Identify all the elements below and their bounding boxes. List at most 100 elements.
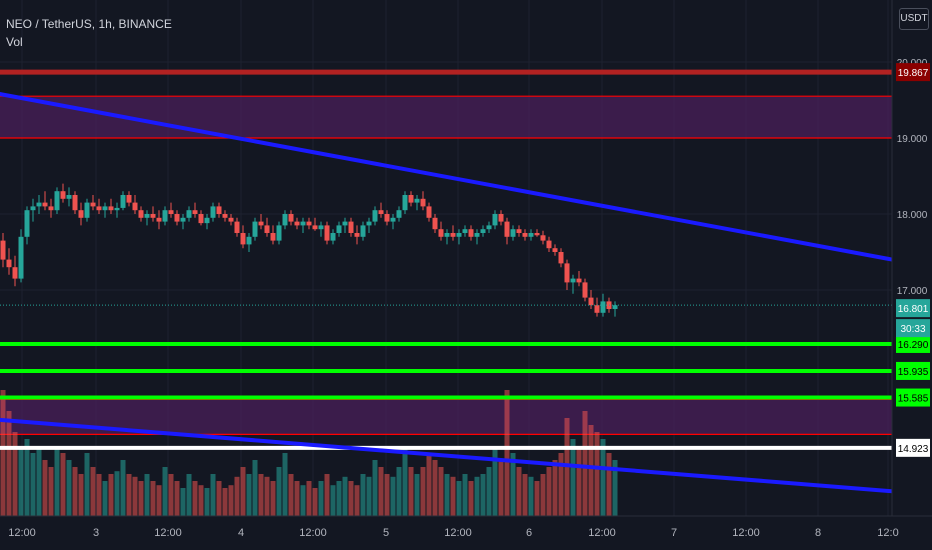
candle-body [600,301,606,313]
candle-body [576,278,582,283]
volume-bar [330,485,336,516]
candle-body [510,229,516,237]
x-tick-label: 5 [383,527,389,539]
volume-bar [420,467,426,516]
candle-body [228,217,234,222]
volume-bar [426,453,432,516]
candle-body [516,229,522,233]
volume-bar [348,481,354,516]
price-axis-background [892,0,932,516]
volume-bar [132,476,138,516]
volume-bar [252,460,258,516]
currency-button[interactable]: USDT [899,8,929,30]
volume-bar [198,485,204,516]
candle-body [18,236,24,279]
volume-bar [438,467,444,516]
candle-body [162,210,168,222]
volume-bar [222,488,228,516]
volume-bar [378,467,384,516]
volume-bar [30,453,36,516]
candle-body [564,263,570,283]
volume-bar [324,474,330,516]
volume-indicator-label[interactable]: Vol [6,35,23,49]
volume-bar [204,488,210,516]
y-tick-label: 17.000 [897,286,928,297]
volume-bar [594,432,600,516]
candle-body [522,233,528,237]
candle-body [138,210,144,218]
x-tick-label: 12:00 [299,527,327,539]
volume-bar [570,439,576,516]
candle-body [180,217,186,222]
x-tick-label: 3 [93,527,99,539]
volume-bar [180,488,186,516]
price-levels[interactable] [0,69,892,450]
candle-body [300,221,306,226]
volume-bar [276,467,282,516]
price-badge [896,361,930,380]
candle-body [6,259,12,268]
volume-bar [318,481,324,516]
trendlines[interactable] [0,92,932,514]
zones [0,95,892,435]
volume-bar [66,460,72,516]
volume-bar [600,439,606,516]
candle-body [384,214,390,222]
chart-legend: NEO / TetherUS, 1h, BINANCE Vol [6,15,172,51]
price-badge [896,388,930,407]
candle-body [60,191,66,199]
volume-bar [414,474,420,516]
volume-bar [522,474,528,516]
price-axis[interactable] [891,0,932,516]
volume-bar [534,481,540,516]
time-axis[interactable] [0,515,932,550]
candle-body [210,206,216,218]
volume-bar [612,460,618,516]
candle-body [150,214,156,218]
volume-bar [528,476,534,516]
candle-body [612,305,618,309]
candle-body [420,198,426,207]
symbol-title[interactable]: NEO / TetherUS, 1h, BINANCE [6,17,172,31]
volume-bar [12,432,18,516]
candle-body [450,233,456,237]
volume-bar [588,425,594,516]
price-badge-label: 30:33 [900,324,925,335]
volume-bar [228,485,234,516]
candle-body [528,233,534,237]
price-badge [896,334,930,353]
candle-body [90,202,96,207]
x-tick-label: 12:00 [588,527,616,539]
candle-body [258,221,264,226]
candle-body [132,202,138,211]
candle-body [78,210,84,218]
x-tick-label: 12:00 [154,527,182,539]
candle-body [582,282,588,298]
volume-bar [168,474,174,516]
volume-bar [384,474,390,516]
candle-body [366,221,372,226]
candle-body [246,236,252,245]
x-tick-label: 4 [238,527,244,539]
candle-body [66,195,72,199]
volume-bar [576,446,582,516]
candle-body [282,214,288,226]
volume-bar [306,481,312,516]
candle-body [108,206,114,211]
candle-body [120,195,126,208]
volume-bar [18,446,24,516]
volume-bar [24,439,30,516]
volume-bar [42,460,48,516]
candle-body [444,233,450,237]
volume-bar [294,481,300,516]
candle-body [42,202,48,207]
candle-body [168,210,174,214]
x-tick-label: 12:00 [732,527,760,539]
candle-body [30,206,36,211]
volume-bar [0,390,6,516]
candle-body [36,202,42,207]
volume-bar [468,481,474,516]
candle-body [222,214,228,218]
price-badges: 19.867 16.290 15.935 15.585 14.923 16.801 30:3… [896,63,930,457]
